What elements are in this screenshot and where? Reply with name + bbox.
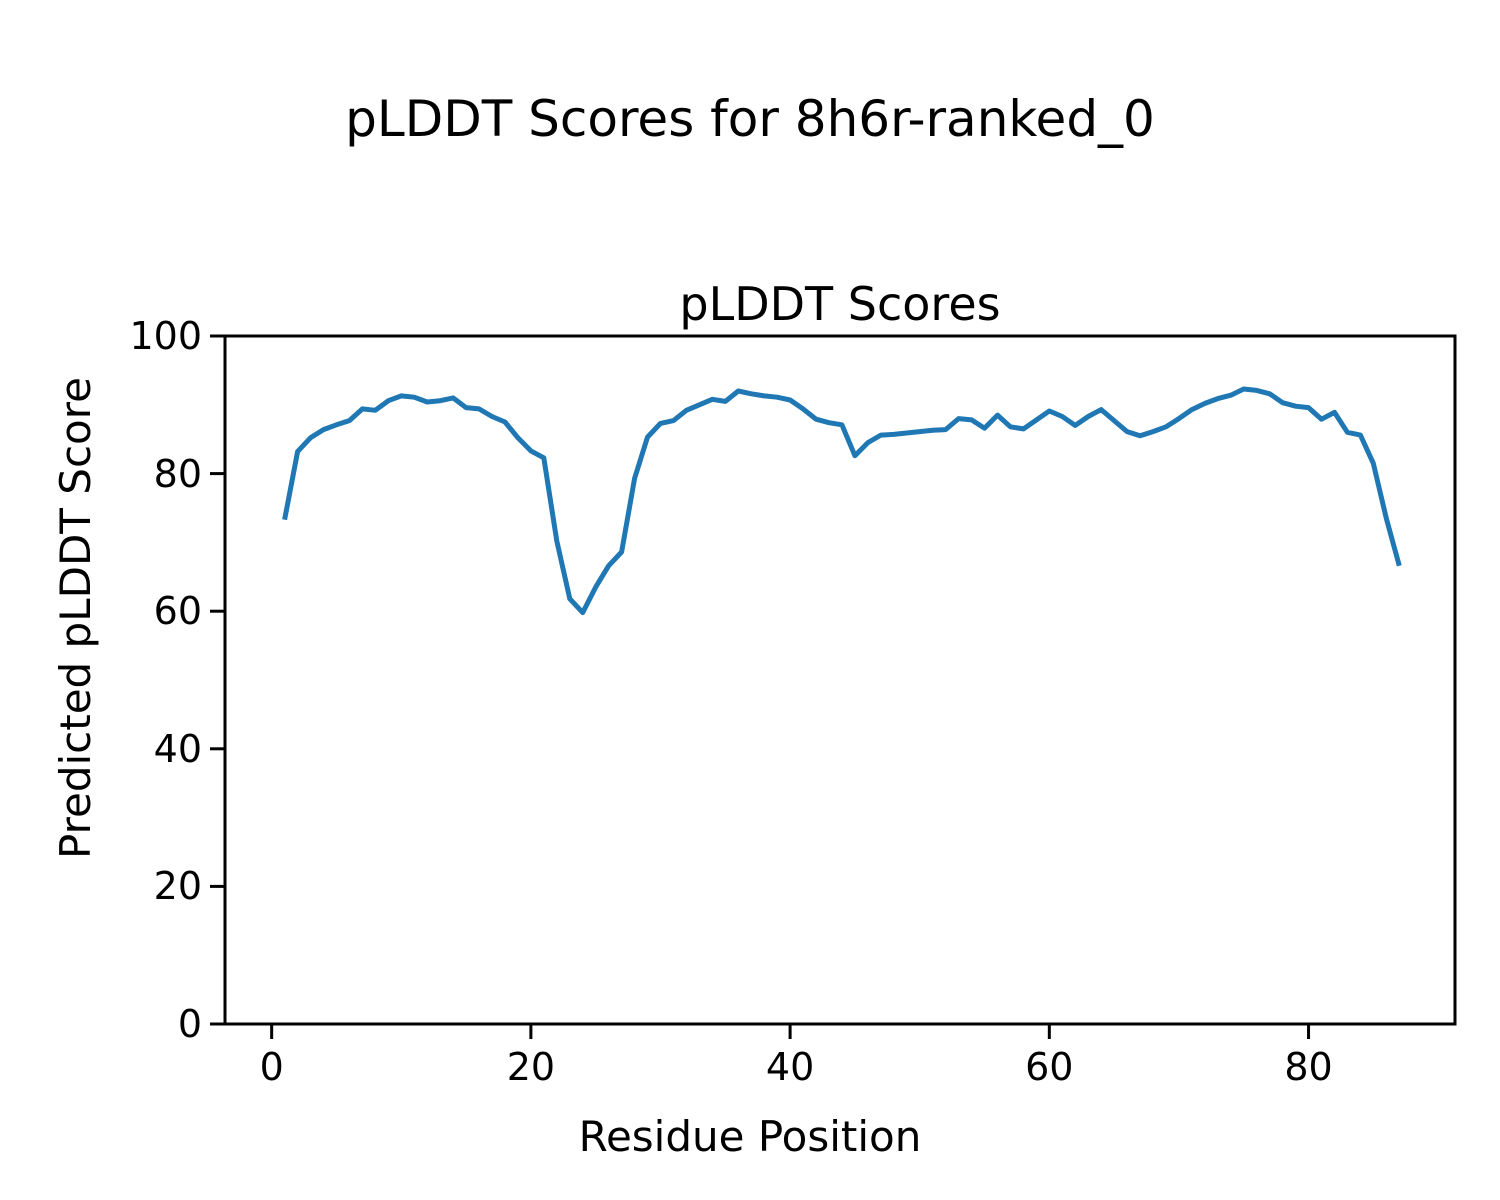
y-tick-label: 20: [153, 864, 202, 909]
x-tick-label: 0: [259, 1045, 284, 1089]
y-tick-label: 80: [153, 451, 202, 496]
axes-spines: [223, 334, 1457, 1026]
x-tick-label: 60: [1025, 1045, 1074, 1089]
tick-marks: [210, 334, 1311, 1039]
y-tick-label: 100: [129, 314, 202, 358]
x-axis-label: Residue Position: [578, 1112, 922, 1161]
x-tick-label: 80: [1284, 1045, 1333, 1089]
x-tick-label: 20: [506, 1045, 556, 1089]
y-tick-label: 60: [153, 589, 202, 634]
plot-area: [210, 334, 1457, 1039]
figure-title: pLDDT Scores for 8h6r-ranked_0: [345, 90, 1155, 148]
y-tick-label: 40: [153, 726, 202, 771]
x-tick-label: 40: [765, 1045, 815, 1089]
plddt-line-series: [282, 386, 1402, 616]
y-tick-label: 0: [177, 1002, 202, 1046]
plot-svg: [210, 334, 1457, 1039]
axes-title: pLDDT Scores: [679, 277, 1001, 331]
